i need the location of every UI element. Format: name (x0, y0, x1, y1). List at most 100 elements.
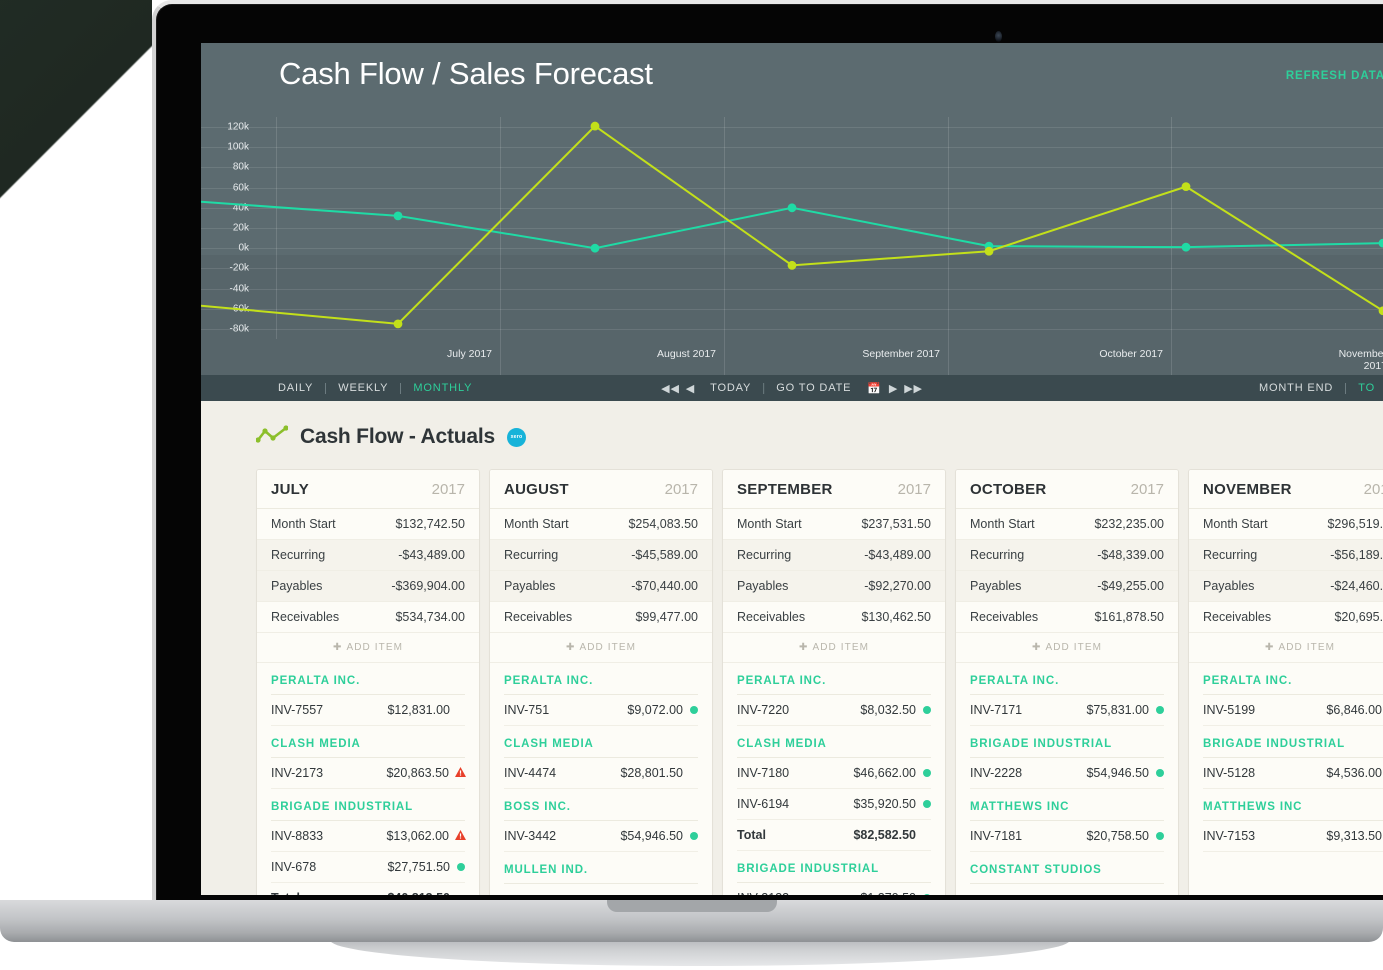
client-name[interactable]: PERALTA INC. (1203, 675, 1383, 695)
client-name[interactable]: PERALTA INC. (737, 675, 931, 695)
laptop-screen: Cash Flow / Sales Forecast REFRESH DATA … (201, 43, 1383, 895)
invoice-group: PERALTA INC. INV-7220 $8,032.50 (737, 675, 931, 726)
summary-label: Receivables (271, 610, 340, 624)
page-title: Cash Flow / Sales Forecast (279, 56, 653, 91)
invoice-row[interactable]: INV-5199 $6,846.00 (1203, 695, 1383, 726)
client-name[interactable]: MATTHEWS INC (1203, 801, 1383, 821)
data-point[interactable] (590, 243, 600, 253)
invoice-row[interactable]: INV-2173 $20,863.50 (271, 758, 466, 789)
invoice-row[interactable]: INV-4474 $28,801.50 (504, 758, 698, 789)
invoice-row[interactable]: Total $40,813.50 (271, 883, 465, 895)
month-card: NOVEMBER 2017 Month Start $296,519.50 Recurr… (1188, 469, 1383, 895)
data-point[interactable] (787, 260, 797, 270)
invoice-list: PERALTA INC. INV-751 $9,072.00 CLASH MEDIA I… (490, 663, 712, 895)
card-month-label: JULY (271, 481, 309, 498)
client-name[interactable]: PERALTA INC. (970, 675, 1164, 695)
client-name[interactable]: CLASH MEDIA (271, 738, 465, 758)
client-name[interactable]: PERALTA INC. (271, 675, 465, 695)
invoice-row[interactable]: Total $82,582.50 (737, 820, 931, 851)
divider (1345, 382, 1347, 394)
invoice-row[interactable]: INV-2228 $54,946.50 (970, 758, 1164, 789)
invoice-row[interactable]: INV-7180 $46,662.00 (737, 758, 931, 789)
calendar-icon[interactable]: 📅 (867, 382, 882, 395)
double-chevron-left-icon[interactable]: ◀◀ (661, 382, 680, 395)
plus-circle-icon: ✚ (798, 642, 809, 653)
client-name[interactable]: MULLEN IND. (504, 864, 698, 884)
client-name[interactable]: BRIGADE INDUSTRIAL (271, 801, 465, 821)
invoice-group: CLASH MEDIA INV-7180 $46,662.00 INV-6194 $35… (737, 738, 931, 851)
data-point[interactable] (984, 246, 994, 256)
summary-value: -$45,589.00 (631, 548, 698, 562)
client-name[interactable]: CLASH MEDIA (737, 738, 931, 758)
today-button[interactable]: TODAY (710, 382, 752, 394)
invoice-amount: $20,758.50 (1086, 829, 1149, 843)
invoice-row[interactable]: INV-7171 $75,831.00 (970, 695, 1164, 726)
invoice-row[interactable]: INV-8833 $13,062.00 (271, 821, 466, 852)
y-tick-label: -40k (229, 283, 249, 295)
summary-row-payables: Payables -$92,270.00 (723, 571, 945, 602)
interval-daily[interactable]: DAILY (278, 382, 314, 394)
client-name[interactable]: BRIGADE INDUSTRIAL (737, 863, 931, 883)
x-tick-label: September 2017 (862, 348, 940, 360)
client-name[interactable]: BOSS INC. (504, 801, 698, 821)
summary-label: Month Start (970, 517, 1035, 531)
go-to-date-button[interactable]: GO TO DATE (776, 382, 852, 394)
client-name[interactable]: BRIGADE INDUSTRIAL (970, 738, 1164, 758)
double-chevron-right-icon[interactable]: ▶▶ (904, 382, 923, 395)
y-tick-label: 60k (232, 182, 249, 194)
invoice-row[interactable]: INV-6194 $35,920.50 (737, 789, 931, 820)
paid-status-dot (1156, 769, 1164, 777)
invoice-row[interactable]: INV-7557 $12,831.00 (271, 695, 465, 726)
summary-value: $132,742.50 (395, 517, 465, 531)
cash-flow-chart[interactable]: 120k 100k 80k 60k 40k 20k 0k -20k -40k -60k -80k J… (201, 117, 1383, 375)
invoice-ref: INV-3442 (504, 829, 557, 843)
month-end-button[interactable]: MONTH END (1258, 382, 1334, 394)
data-point[interactable] (1378, 306, 1383, 316)
invoice-row[interactable]: INV-2132 $1,270.50 (737, 883, 931, 895)
invoice-row[interactable]: INV-7181 $20,758.50 (970, 821, 1164, 852)
laptop-base (0, 900, 1383, 942)
add-item-button[interactable]: ✚ ADD ITEM (490, 633, 712, 663)
invoice-row[interactable]: INV-7220 $8,032.50 (737, 695, 931, 726)
gridline (201, 328, 1383, 330)
date-navigation: ◀◀ ◀ TODAY GO TO DATE 📅 ▶ ▶▶ (658, 382, 926, 395)
chart-x-axis: July 2017 August 2017 September 2017 Octobe… (201, 339, 1383, 375)
client-name[interactable]: PERALTA INC. (504, 675, 698, 695)
summary-row-month-start: Month Start $237,531.50 (723, 509, 945, 540)
add-item-button[interactable]: ✚ ADD ITEM (1189, 633, 1383, 663)
data-point[interactable] (1378, 238, 1383, 248)
invoice-row[interactable]: INV-678 $27,751.50 (271, 852, 465, 883)
invoice-group: CONSTANT STUDIOS (970, 864, 1164, 884)
interval-weekly[interactable]: WEEKLY (338, 382, 389, 394)
add-item-button[interactable]: ✚ ADD ITEM (257, 633, 479, 663)
invoice-ref: INV-7153 (1203, 829, 1256, 843)
refresh-data-button[interactable]: REFRESH DATA (1285, 70, 1383, 82)
data-point[interactable] (590, 121, 600, 131)
interval-monthly[interactable]: MONTHLY (413, 382, 473, 394)
invoice-row[interactable]: INV-7153 $9,313.50 (1203, 821, 1383, 852)
client-name[interactable]: CONSTANT STUDIOS (970, 864, 1164, 884)
summary-row-recurring: Recurring -$43,489.00 (723, 540, 945, 571)
client-name[interactable]: BRIGADE INDUSTRIAL (1203, 738, 1383, 758)
gridline (201, 248, 1383, 250)
invoice-row[interactable]: INV-5128 $4,536.00 (1203, 758, 1383, 789)
data-point[interactable] (1181, 242, 1191, 252)
data-point[interactable] (787, 203, 797, 213)
data-point[interactable] (1181, 182, 1191, 192)
add-item-button[interactable]: ✚ ADD ITEM (956, 633, 1178, 663)
add-item-button[interactable]: ✚ ADD ITEM (723, 633, 945, 663)
total-button[interactable]: TO (1358, 382, 1375, 394)
client-name[interactable]: CLASH MEDIA (504, 738, 698, 758)
invoice-right: $27,751.50 (387, 860, 465, 874)
invoice-row[interactable]: INV-751 $9,072.00 (504, 695, 698, 726)
data-point[interactable] (393, 319, 403, 329)
client-name[interactable]: MATTHEWS INC (970, 801, 1164, 821)
invoice-row[interactable]: INV-3442 $54,946.50 (504, 821, 698, 852)
card-year-label: 2017 (1130, 481, 1164, 498)
invoice-amount: $20,863.50 (386, 766, 449, 780)
invoice-right: $8,032.50 (860, 703, 931, 717)
data-point[interactable] (393, 211, 403, 221)
chevron-right-icon[interactable]: ▶ (888, 382, 899, 395)
gridline (201, 288, 1383, 290)
chevron-left-icon[interactable]: ◀ (685, 382, 696, 395)
